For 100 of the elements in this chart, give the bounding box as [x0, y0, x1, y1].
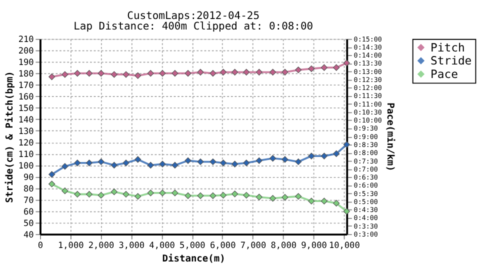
y-tick-label: 140 [18, 116, 34, 126]
point [243, 192, 250, 199]
point [147, 70, 154, 77]
y-tick-label: 150 [18, 104, 34, 114]
point [282, 68, 288, 76]
point [320, 198, 328, 204]
point [184, 70, 192, 77]
x-tick-label: 1,000 [58, 240, 84, 251]
point [308, 198, 315, 204]
point [134, 193, 142, 200]
point [98, 158, 104, 166]
x-tick-label: 5,000 [180, 240, 206, 251]
point [308, 65, 315, 72]
legend-label: Pace [430, 66, 458, 81]
point [159, 160, 166, 168]
x-tick-label: 0 [38, 240, 44, 251]
point [343, 208, 350, 215]
point [172, 190, 178, 196]
y-tick-label: 180 [18, 70, 34, 80]
y-tick-label: 190 [18, 58, 34, 68]
point [220, 160, 227, 166]
point [243, 160, 250, 166]
y-tick-label: 70 [23, 196, 34, 206]
point [220, 68, 227, 76]
point [62, 71, 68, 78]
y-tick-label: 160 [18, 92, 34, 103]
point [220, 192, 227, 199]
y-tick-label: 50 [23, 218, 34, 229]
point [172, 70, 178, 77]
point [232, 68, 238, 76]
point [122, 190, 130, 198]
point [122, 71, 130, 78]
point [210, 192, 216, 200]
y-tick-label: 110 [18, 150, 34, 160]
x-tick-label: 2,000 [88, 240, 114, 251]
point [232, 160, 238, 168]
point [110, 162, 118, 169]
point [74, 190, 81, 198]
legend-label: Pitch [430, 40, 465, 54]
point [110, 188, 118, 196]
point [197, 68, 204, 76]
x-tick-label: 8,000 [270, 240, 297, 251]
y-tick-label: 210 [18, 35, 34, 46]
y-tick-label: 100 [18, 162, 34, 172]
point [270, 155, 276, 162]
point [295, 158, 302, 166]
x-tick-label: 10,000 [328, 240, 360, 251]
point [270, 68, 276, 76]
chart-subtitle: Lap Distance: 400m Clipped at: 0:08:00 [74, 20, 314, 32]
y2-axis-title: Pace(min/km) [384, 102, 396, 172]
point [320, 64, 328, 71]
point [256, 68, 262, 76]
point [147, 162, 154, 169]
y-tick-label: 60 [23, 207, 34, 218]
point [48, 180, 56, 188]
x-tick-label: 6,000 [210, 240, 236, 251]
point [62, 163, 68, 170]
y-tick-label: 90 [23, 173, 34, 184]
point [134, 156, 142, 163]
point [86, 190, 93, 198]
chart-title: CustomLaps:2012-04-25 [127, 10, 260, 22]
point [232, 190, 238, 198]
x-axis-title: Distance(m) [162, 253, 226, 264]
point [308, 152, 315, 160]
point [270, 195, 276, 202]
point [333, 64, 340, 71]
point [134, 72, 142, 79]
point [295, 193, 302, 200]
point [172, 162, 178, 169]
point [282, 194, 288, 201]
point [343, 60, 350, 66]
point [159, 190, 166, 196]
point [86, 160, 93, 166]
point [159, 70, 166, 77]
x-tick-label: 7,000 [240, 240, 266, 251]
y-tick-label: 170 [18, 81, 34, 92]
point [48, 171, 56, 178]
point [333, 200, 340, 207]
point [122, 160, 130, 166]
point [197, 192, 204, 200]
point [98, 192, 104, 199]
point [74, 70, 81, 77]
y-tick-label: 130 [18, 127, 34, 138]
point [184, 157, 192, 164]
y-tick-label: 120 [18, 138, 34, 149]
point [98, 70, 104, 77]
point [343, 141, 350, 148]
point [74, 160, 81, 166]
point [110, 71, 118, 78]
point [197, 158, 204, 166]
x-tick-label: 9,000 [301, 240, 327, 251]
point [184, 192, 192, 200]
point [147, 190, 154, 196]
point [295, 66, 302, 74]
point [256, 194, 262, 200]
y-tick-label: 80 [23, 184, 34, 195]
point [210, 70, 216, 77]
y-tick-label: 40 [23, 230, 34, 240]
point [62, 188, 68, 194]
point [86, 70, 93, 77]
